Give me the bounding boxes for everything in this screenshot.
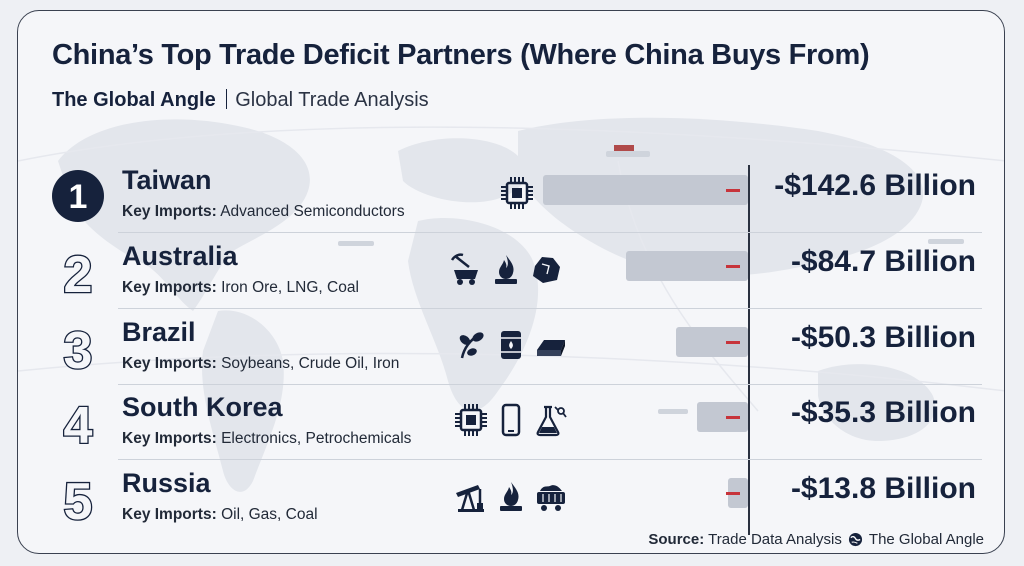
country-name: Australia	[122, 241, 238, 271]
deficit-bar	[697, 402, 748, 432]
country-name: Taiwan	[122, 165, 212, 195]
microchip-icon	[500, 176, 534, 210]
row-divider	[118, 232, 982, 233]
bar-baseline-axis	[748, 165, 750, 535]
key-imports-label: Key Imports:	[122, 430, 217, 447]
deficit-bar	[543, 175, 748, 205]
deficit-bar	[675, 327, 748, 357]
negative-marker	[725, 492, 740, 495]
subtitle-divider	[225, 89, 228, 109]
country-name: South Korea	[122, 392, 283, 422]
rank-badge: 1	[50, 168, 106, 224]
row-divider	[118, 459, 982, 460]
key-imports: Key Imports: Iron Ore, LNG, Coal	[122, 279, 359, 297]
key-imports-label: Key Imports:	[122, 506, 217, 523]
svg-text:4: 4	[64, 397, 93, 451]
oil-barrel-icon	[494, 328, 528, 362]
row-divider	[118, 308, 982, 309]
gas-flame-icon	[494, 479, 528, 513]
key-imports-text: Iron Ore, LNG, Coal	[221, 279, 359, 296]
iron-ingot-icon	[534, 328, 568, 362]
key-imports-label: Key Imports:	[122, 203, 217, 220]
infographic-card: China’s Top Trade Deficit Partners (Wher…	[17, 10, 1005, 554]
negative-marker	[726, 189, 740, 192]
country-name: Russia	[122, 468, 211, 498]
country-name: Brazil	[122, 317, 196, 347]
import-icons	[454, 327, 568, 363]
soybean-icon	[454, 328, 488, 362]
subtitle-text: Global Trade Analysis	[235, 89, 429, 111]
deficit-bar	[626, 251, 748, 281]
partner-row: 1 Taiwan Key Imports: Advanced Semicondu…	[18, 161, 1004, 233]
subtitle: The Global Angle Global Trade Analysis	[52, 89, 429, 112]
flask-icon	[534, 403, 568, 437]
deficit-value: -$35.3 Billion	[790, 396, 976, 429]
svg-text:1: 1	[69, 178, 88, 216]
import-icons	[454, 478, 568, 514]
key-imports: Key Imports: Soybeans, Crude Oil, Iron	[122, 355, 399, 373]
rank-badge: 5	[50, 471, 106, 533]
source-line: Source: Trade Data Analysis The Global A…	[648, 531, 984, 548]
rank-badge: 3	[50, 320, 106, 382]
oil-pump-icon	[454, 479, 488, 513]
negative-marker	[725, 265, 740, 268]
source-brand: The Global Angle	[868, 531, 984, 548]
key-imports-text: Advanced Semiconductors	[220, 203, 405, 220]
rank-badge: 2	[50, 244, 106, 306]
key-imports: Key Imports: Oil, Gas, Coal	[122, 506, 318, 524]
coal-cart-icon	[534, 479, 568, 513]
deficit-value: -$13.8 Billion	[790, 472, 976, 505]
partner-row: 5 Russia Key Imports: Oil, Gas, Coal -$1…	[18, 464, 1004, 534]
brand-name: The Global Angle	[52, 89, 216, 111]
deficit-value: -$142.6 Billion	[774, 169, 976, 202]
key-imports-text: Oil, Gas, Coal	[221, 506, 318, 523]
source-label: Source:	[648, 531, 705, 548]
key-imports-label: Key Imports:	[122, 355, 217, 372]
chart-title: China’s Top Trade Deficit Partners (Wher…	[52, 39, 870, 71]
import-icons	[454, 402, 568, 438]
row-divider	[118, 384, 982, 385]
svg-text:3: 3	[64, 322, 93, 376]
key-imports: Key Imports: Electronics, Petrochemicals	[122, 430, 411, 448]
key-imports-label: Key Imports:	[122, 279, 217, 296]
globe-icon	[848, 532, 863, 547]
partner-row: 3 Brazil Key Imports: Soybeans, Crude Oi…	[18, 313, 1004, 385]
deficit-value: -$50.3 Billion	[790, 321, 976, 354]
svg-text:5: 5	[64, 473, 93, 527]
rank-badge: 4	[50, 395, 106, 457]
key-imports-text: Soybeans, Crude Oil, Iron	[221, 355, 400, 372]
deficit-bar	[725, 478, 748, 508]
coal-lump-icon	[529, 252, 563, 286]
mining-cart-icon	[449, 252, 483, 286]
gas-flame-icon	[489, 252, 523, 286]
key-imports-text: Electronics, Petrochemicals	[221, 430, 412, 447]
microchip-icon	[454, 403, 488, 437]
deficit-value: -$84.7 Billion	[790, 245, 976, 278]
source-text: Trade Data Analysis	[708, 531, 842, 548]
partner-row: 4 South Korea Key Imports: Electronics, …	[18, 388, 1004, 460]
import-icons	[449, 251, 563, 287]
partner-row: 2 Australia Key Imports: Iron Ore, LNG, …	[18, 237, 1004, 309]
negative-marker	[725, 341, 740, 344]
key-imports: Key Imports: Advanced Semiconductors	[122, 203, 405, 221]
smartphone-icon	[494, 403, 528, 437]
svg-text:2: 2	[64, 246, 93, 300]
import-icons	[500, 175, 534, 211]
negative-marker	[725, 416, 740, 419]
